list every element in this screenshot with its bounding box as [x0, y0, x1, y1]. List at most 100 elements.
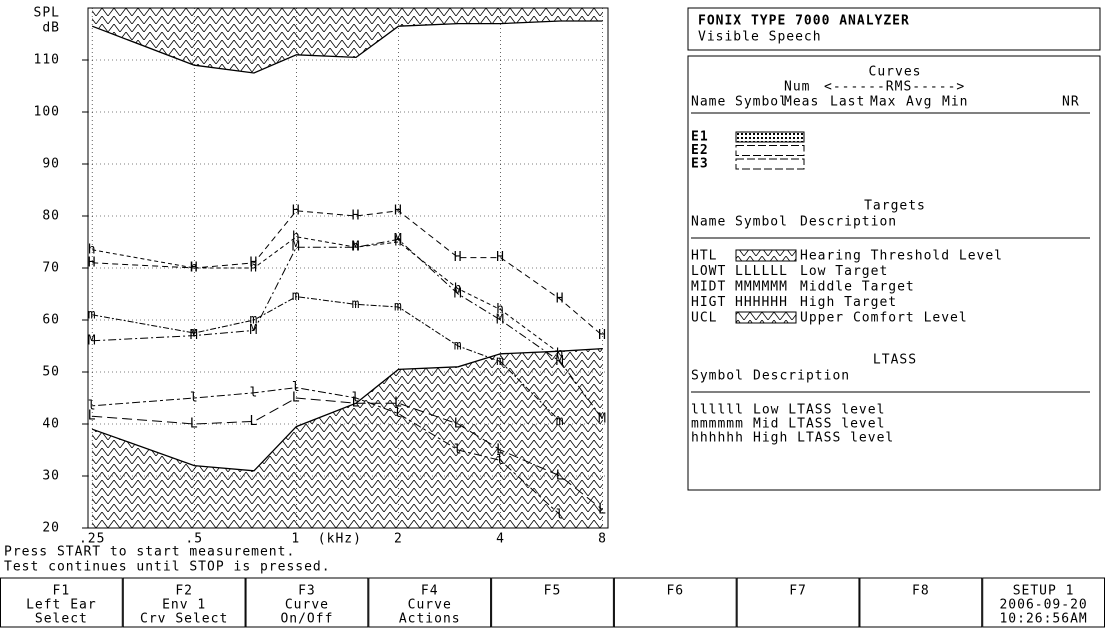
curve-symbol [735, 131, 805, 143]
column-header: Symbol [735, 215, 788, 230]
y-tick-label: 50 [42, 365, 60, 380]
targets-title: Targets [864, 199, 926, 214]
column-header: Symbol [735, 95, 788, 110]
rms-label: <------RMS-----> [824, 80, 965, 95]
function-key[interactable] [122, 577, 246, 628]
curve-marker: m [352, 297, 361, 312]
function-key-label: F7 [789, 584, 807, 599]
target-symbol: MMMMMM [735, 280, 788, 295]
curve-marker: H [352, 209, 361, 224]
status-line: Test continues until STOP is pressed. [4, 560, 331, 575]
curve-line [92, 387, 561, 516]
curve-marker: m [88, 307, 97, 322]
target-name: MIDT [691, 280, 726, 295]
column-header: Min [942, 95, 968, 110]
curve-marker: H [556, 292, 565, 307]
curve-marker: l [394, 406, 403, 421]
analyzer-subtitle: Visible Speech [698, 30, 822, 45]
curve-marker: h [250, 261, 259, 276]
hatch-area [92, 8, 603, 73]
y-tick-label: 20 [42, 521, 60, 536]
curve-marker: h [352, 240, 361, 255]
curve-marker: h [556, 346, 565, 361]
function-key[interactable] [982, 577, 1105, 628]
curve-marker: M [292, 240, 301, 255]
ltass-symbol: llllll [691, 403, 744, 418]
curve-marker: h [454, 281, 463, 296]
curve-marker: M [394, 232, 403, 247]
x-tick-label: 8 [598, 532, 607, 547]
curve-marker: m [394, 300, 403, 315]
header-box [687, 7, 1101, 51]
function-key-text: Select [35, 612, 88, 627]
y-tick-label: 60 [42, 313, 60, 328]
function-key-text: 10:26:56AM [999, 612, 1087, 627]
curve-marker: l [496, 453, 505, 468]
curve-marker: L [190, 417, 199, 432]
curve-marker: L [88, 409, 97, 424]
function-key[interactable] [859, 577, 983, 628]
curve-marker: m [250, 313, 259, 328]
ltass-symbol: mmmmmm [691, 417, 744, 432]
curve-marker: l [454, 443, 463, 458]
curve-name: E3 [691, 157, 709, 172]
curve-marker: L [598, 502, 607, 517]
function-key-label: F4 [421, 584, 439, 599]
column-header: Max [870, 95, 896, 110]
column-header: Meas [784, 95, 819, 110]
y-tick-label: 110 [34, 53, 60, 68]
target-description: Middle Target [800, 280, 915, 295]
curve-marker: L [496, 443, 505, 458]
function-key[interactable] [491, 577, 614, 628]
curve-line [92, 397, 603, 511]
curve-marker: m [292, 289, 301, 304]
curve-marker: m [454, 339, 463, 354]
target-description: Hearing Threshold Level [800, 249, 1003, 264]
curve-marker: l [556, 508, 565, 523]
function-key[interactable] [368, 577, 492, 628]
curve-marker: l [190, 391, 199, 406]
curve-marker: l [352, 391, 361, 406]
curve-marker: L [394, 396, 403, 411]
y-tick-label: 40 [42, 417, 60, 432]
target-swatch [735, 249, 797, 262]
function-key[interactable] [0, 577, 123, 628]
target-name: UCL [691, 311, 717, 326]
curve-marker: L [352, 396, 361, 411]
target-name: HIGT [691, 295, 726, 310]
curve-line [92, 210, 603, 336]
curve-marker: H [88, 255, 97, 270]
function-key-text: Curve [408, 598, 452, 613]
x-tick-label: 1 (kHz) [291, 532, 362, 547]
x-tick-label: 4 [496, 532, 505, 547]
curve-marker: H [394, 203, 403, 218]
target-name: LOWT [691, 264, 726, 279]
curve-marker: M [496, 313, 505, 328]
function-key-text: Curve [285, 598, 329, 613]
curve-marker: H [292, 203, 301, 218]
column-header: NR [1062, 95, 1080, 110]
function-key[interactable] [245, 577, 369, 628]
function-key-label: F8 [912, 584, 930, 599]
y-label: dB [42, 21, 60, 36]
curve-marker: L [454, 417, 463, 432]
ltass-symbol: hhhhhh [691, 431, 744, 446]
curve-marker: m [190, 326, 199, 341]
y-tick-label: 30 [42, 469, 60, 484]
target-name: HTL [691, 249, 717, 264]
curve-line [92, 236, 561, 355]
function-key[interactable] [613, 577, 737, 628]
curve-marker: l [292, 380, 301, 395]
curve-marker: M [454, 287, 463, 302]
curve-marker: L [292, 391, 301, 406]
curve-marker: L [250, 414, 259, 429]
function-key-label: F3 [298, 584, 316, 599]
target-description: Low Target [800, 264, 888, 279]
curve-marker: M [190, 328, 199, 343]
function-key[interactable] [736, 577, 860, 628]
target-swatch [735, 311, 797, 324]
column-header: Name [691, 95, 726, 110]
x-tick-label: .5 [185, 532, 203, 547]
function-key-label: F6 [666, 584, 684, 599]
